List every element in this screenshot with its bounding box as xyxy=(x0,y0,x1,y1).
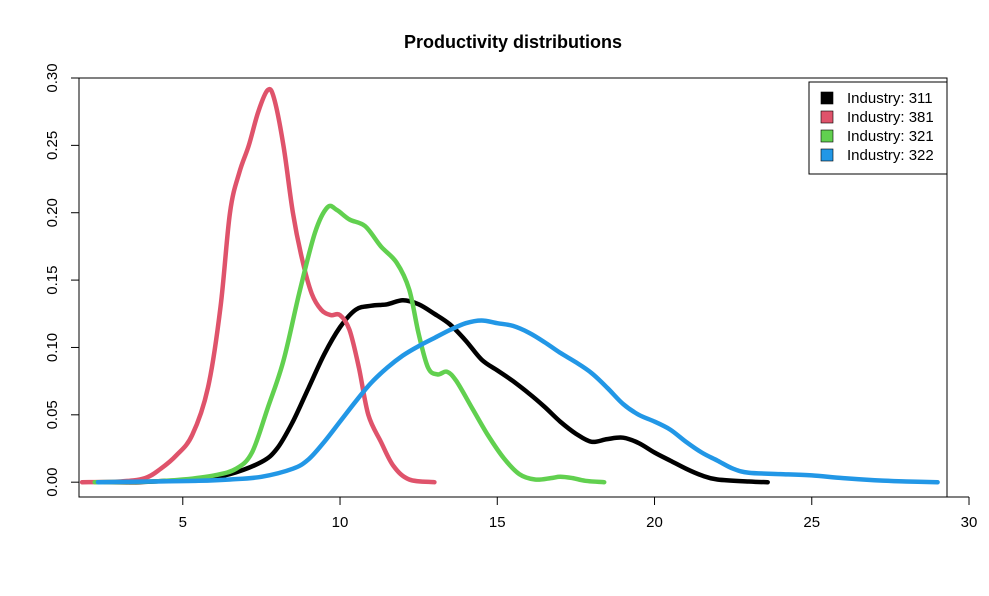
x-tick-label: 25 xyxy=(803,514,820,531)
y-tick-label: 0.20 xyxy=(44,198,61,227)
x-tick-label: 10 xyxy=(332,514,349,531)
y-tick-label: 0.10 xyxy=(44,333,61,362)
series-lines xyxy=(79,86,940,485)
series-line-1 xyxy=(101,298,770,485)
x-tick-label: 15 xyxy=(489,514,506,531)
legend-swatch xyxy=(820,148,834,162)
chart-title: Productivity distributions xyxy=(404,32,622,52)
y-tick-label: 0.15 xyxy=(44,265,61,294)
series-line-4 xyxy=(95,318,940,485)
legend-label: Industry: 311 xyxy=(847,90,933,107)
legend-swatch xyxy=(820,110,834,124)
legend-swatch xyxy=(820,91,834,105)
y-axis: 0.00 0.05 0.10 0.15 0.20 0.25 0.30 xyxy=(44,63,80,497)
legend-label: Industry: 322 xyxy=(847,147,934,164)
legend-label: Industry: 321 xyxy=(847,128,934,145)
series-line-2 xyxy=(79,86,437,485)
y-tick-label: 0.30 xyxy=(44,63,61,92)
x-tick-label: 20 xyxy=(646,514,663,531)
legend-swatch xyxy=(820,129,834,143)
x-axis: 5 10 15 20 25 30 xyxy=(179,496,978,531)
series-line-3 xyxy=(92,203,607,485)
legend: Industry: 311 Industry: 381 Industry: 321 I… xyxy=(808,81,948,175)
y-tick-label: 0.00 xyxy=(44,468,61,497)
y-tick-label: 0.25 xyxy=(44,131,61,160)
x-tick-label: 30 xyxy=(961,514,978,531)
legend-label: Industry: 381 xyxy=(847,109,934,126)
y-tick-label: 0.05 xyxy=(44,400,61,429)
x-tick-label: 5 xyxy=(179,514,187,531)
